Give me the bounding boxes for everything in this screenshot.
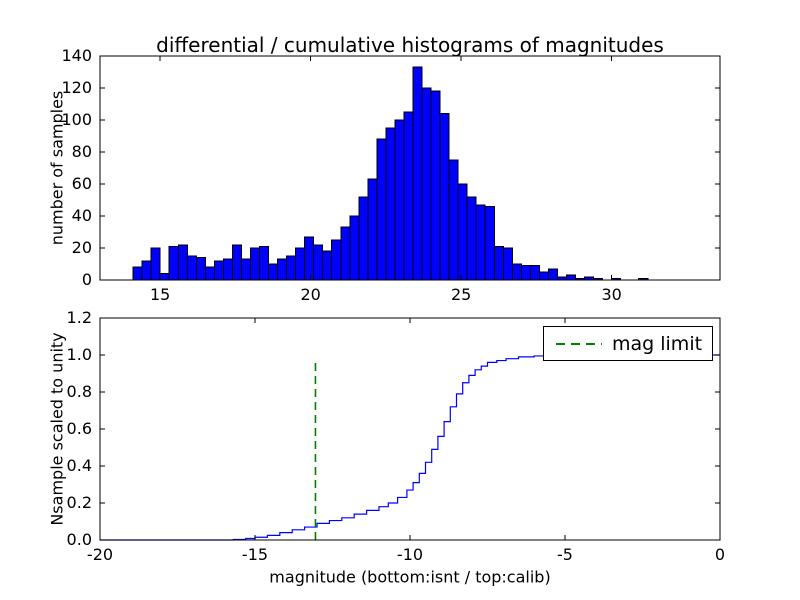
histogram-bar [286,255,297,281]
histogram-bar [186,255,197,281]
histogram-bar [249,247,261,281]
legend: mag limit [543,326,713,361]
tick-label: 0.4 [67,456,92,475]
histogram-bar [511,263,522,281]
histogram-bar [439,113,450,281]
histogram-bar [547,268,558,281]
tick-label: 30 [601,285,621,304]
chart-title: differential / cumulative histograms of … [156,33,664,57]
tick-label: 25 [451,285,471,304]
histogram-bar [331,239,342,281]
histogram-bar [204,266,215,281]
histogram-bar [268,263,279,281]
histogram-bar [168,245,179,281]
bottom-y-axis-label: Nsample scaled to unity [47,332,67,526]
histogram-bar [502,247,513,281]
tick-label: 1.2 [67,308,92,327]
histogram-bar [394,119,405,281]
histogram-bar [159,273,170,281]
top-y-axis-label: number of samples [47,90,67,246]
histogram-bar [457,183,468,281]
histogram-bar [403,111,414,281]
histogram-bar [295,247,306,281]
histogram-bar [240,258,251,281]
histogram-bar [313,244,324,281]
legend-label: mag limit [612,332,703,355]
histogram-bar [277,258,288,281]
tick-label: 60 [72,174,92,193]
tick-label: 20 [300,285,320,304]
histogram-bar [367,178,378,281]
x-axis-label: magnitude (bottom:isnt / top:calib) [269,567,551,587]
histogram-bar [538,271,549,281]
tick-label: -5 [557,545,573,564]
histogram-bar [358,196,369,281]
tick-label: 15 [150,285,170,304]
histogram-bar [177,244,188,281]
tick-label: 80 [72,142,92,161]
tick-label: 0 [82,270,92,289]
histogram-bar [566,274,577,281]
tick-label: -10 [397,545,423,564]
histogram-bar [385,127,396,281]
histogram-bar [231,244,242,281]
histogram-bar [141,260,152,281]
histogram-bar [484,205,495,281]
histogram-bar [493,245,504,281]
tick-label: 0.0 [67,530,92,549]
histogram-bar [213,260,224,281]
axes-frame [99,55,721,281]
legend-dashed-line-icon [556,342,602,345]
histogram-bar [150,247,161,281]
histogram-bar [421,87,432,281]
tick-label: -15 [242,545,268,564]
axes-frame [99,317,721,541]
histogram-bar [259,245,270,281]
tick-label: 20 [72,238,92,257]
tick-label: 0.6 [67,419,92,438]
tick-label: 120 [61,78,92,97]
histogram-bar [195,257,206,281]
histogram-bar [529,265,540,281]
histogram-bar [475,204,486,281]
histogram-bar [412,66,423,281]
tick-label: 0.2 [67,493,92,512]
histogram-bar [132,266,143,281]
tick-label: 40 [72,206,92,225]
histogram-bar [340,226,351,281]
histogram-bar [222,258,233,281]
histogram-bar [520,265,531,281]
tick-label: 0.8 [67,382,92,401]
histogram-bar [430,90,441,281]
tick-label: 1.0 [67,345,92,364]
cumulative-step-line [100,354,720,541]
tick-label: 0 [715,545,725,564]
histogram-bar [376,138,387,281]
histogram-bar [349,215,360,281]
histogram-bar [466,196,477,281]
tick-label: -20 [87,545,113,564]
tick-label: 100 [61,110,92,129]
tick-label: 140 [61,46,92,65]
histogram-bar [304,236,315,281]
histogram-bar [322,250,333,281]
histogram-bar [448,159,459,281]
